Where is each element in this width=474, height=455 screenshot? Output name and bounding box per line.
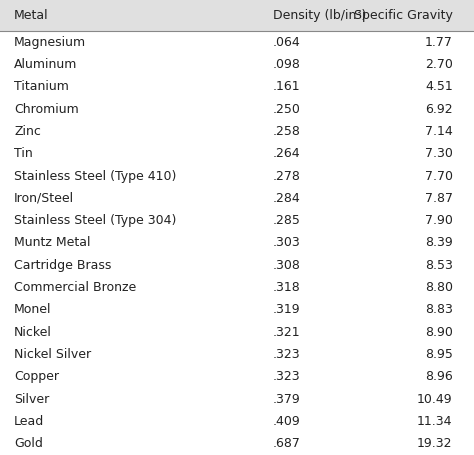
Text: Muntz Metal: Muntz Metal (14, 237, 91, 249)
Bar (0, 165, 474, 187)
Text: .278: .278 (273, 170, 301, 182)
Bar (0, 120, 474, 142)
Text: 8.96: 8.96 (425, 370, 453, 384)
Bar (0, 31, 474, 53)
Text: Stainless Steel (Type 410): Stainless Steel (Type 410) (14, 170, 177, 182)
Text: .285: .285 (273, 214, 301, 227)
Text: Metal: Metal (14, 9, 49, 22)
Bar (0, 433, 474, 455)
Text: Silver: Silver (14, 393, 49, 406)
Text: Zinc: Zinc (14, 125, 41, 138)
Text: 8.39: 8.39 (425, 237, 453, 249)
Text: Lead: Lead (14, 415, 45, 428)
Text: Aluminum: Aluminum (14, 58, 78, 71)
Text: 8.90: 8.90 (425, 326, 453, 339)
Bar (0, 299, 474, 321)
Text: .323: .323 (273, 370, 300, 384)
Text: Tin: Tin (14, 147, 33, 160)
Text: Commercial Bronze: Commercial Bronze (14, 281, 137, 294)
Text: Density (lb/in³): Density (lb/in³) (273, 9, 366, 22)
Text: 1.77: 1.77 (425, 35, 453, 49)
Bar (0, 366, 474, 388)
Bar (0, 187, 474, 209)
Text: 11.34: 11.34 (417, 415, 453, 428)
Text: .064: .064 (273, 35, 301, 49)
Bar (0, 410, 474, 433)
Text: .161: .161 (273, 80, 300, 93)
Bar (0, 53, 474, 76)
Text: 19.32: 19.32 (417, 437, 453, 450)
Bar (0, 98, 474, 120)
Text: 6.92: 6.92 (425, 102, 453, 116)
Text: Iron/Steel: Iron/Steel (14, 192, 74, 205)
Text: .409: .409 (273, 415, 301, 428)
Text: .284: .284 (273, 192, 301, 205)
Bar (0, 209, 474, 232)
Text: 7.70: 7.70 (425, 170, 453, 182)
Text: Nickel: Nickel (14, 326, 52, 339)
Text: Gold: Gold (14, 437, 43, 450)
Text: .303: .303 (273, 237, 301, 249)
Text: Titanium: Titanium (14, 80, 69, 93)
Text: 4.51: 4.51 (425, 80, 453, 93)
Text: 7.30: 7.30 (425, 147, 453, 160)
Text: 7.87: 7.87 (425, 192, 453, 205)
Bar (0, 142, 474, 165)
Bar (0, 0, 474, 31)
Bar (0, 277, 474, 299)
Text: 8.53: 8.53 (425, 259, 453, 272)
Text: Monel: Monel (14, 303, 52, 316)
Text: .264: .264 (273, 147, 300, 160)
Text: Cartridge Brass: Cartridge Brass (14, 259, 111, 272)
Text: 7.90: 7.90 (425, 214, 453, 227)
Bar (0, 344, 474, 366)
Text: 8.95: 8.95 (425, 348, 453, 361)
Text: .379: .379 (273, 393, 301, 406)
Text: .687: .687 (273, 437, 301, 450)
Text: 8.80: 8.80 (425, 281, 453, 294)
Bar (0, 232, 474, 254)
Bar (0, 76, 474, 98)
Text: Copper: Copper (14, 370, 59, 384)
Text: .098: .098 (273, 58, 301, 71)
Text: .323: .323 (273, 348, 300, 361)
Text: Specific Gravity: Specific Gravity (354, 9, 453, 22)
Text: .319: .319 (273, 303, 300, 316)
Text: .321: .321 (273, 326, 300, 339)
Text: Chromium: Chromium (14, 102, 79, 116)
Text: Magnesium: Magnesium (14, 35, 86, 49)
Text: Nickel Silver: Nickel Silver (14, 348, 91, 361)
Text: 10.49: 10.49 (417, 393, 453, 406)
Text: Stainless Steel (Type 304): Stainless Steel (Type 304) (14, 214, 177, 227)
Text: .250: .250 (273, 102, 301, 116)
Text: 7.14: 7.14 (425, 125, 453, 138)
Text: 8.83: 8.83 (425, 303, 453, 316)
Text: .318: .318 (273, 281, 301, 294)
Bar (0, 254, 474, 277)
Text: .308: .308 (273, 259, 301, 272)
Text: .258: .258 (273, 125, 301, 138)
Bar (0, 388, 474, 410)
Bar (0, 321, 474, 344)
Text: 2.70: 2.70 (425, 58, 453, 71)
